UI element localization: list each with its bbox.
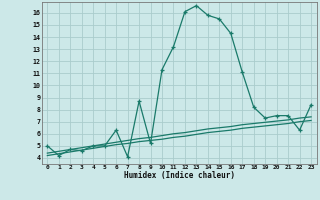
X-axis label: Humidex (Indice chaleur): Humidex (Indice chaleur) xyxy=(124,171,235,180)
